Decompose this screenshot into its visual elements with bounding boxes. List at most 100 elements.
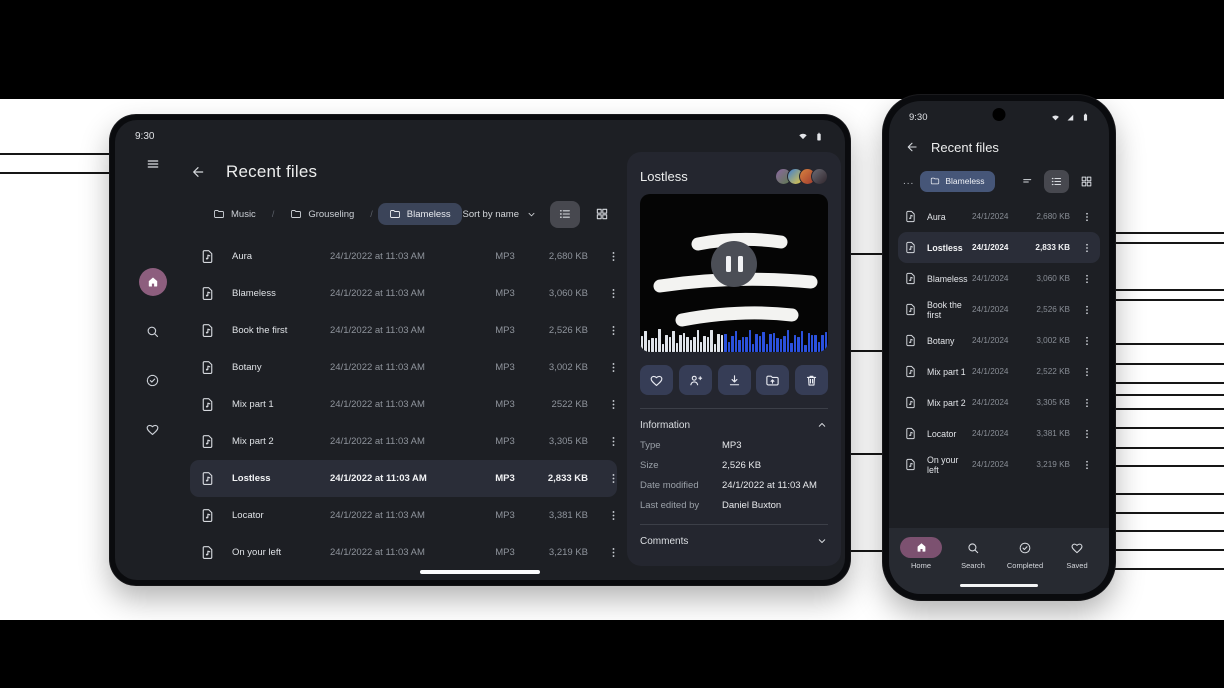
nav-home[interactable]: Home — [897, 537, 945, 570]
nav-saved[interactable]: Saved — [1053, 537, 1101, 570]
sort-button[interactable]: Sort by name — [463, 209, 538, 220]
audio-file-icon — [200, 508, 232, 523]
comments-section-toggle[interactable]: Comments — [640, 535, 828, 547]
waveform-bar — [699, 342, 703, 352]
file-row[interactable]: Botany 24/1/2022 at 11:03 AM MP3 3,002 K… — [190, 349, 617, 386]
file-type: MP3 — [495, 362, 515, 373]
file-size: 3,002 KB — [548, 362, 588, 373]
breadcrumb-overflow-button[interactable]: ... — [903, 175, 915, 187]
list-view-button[interactable] — [550, 200, 580, 228]
file-menu-button[interactable] — [1080, 273, 1094, 285]
file-menu-button[interactable] — [602, 357, 624, 379]
file-modified-date: 24/1/2022 at 11:03 AM — [330, 547, 425, 558]
file-menu-button[interactable] — [602, 246, 624, 268]
grid-view-button[interactable] — [587, 201, 617, 228]
file-row[interactable]: On your left 24/1/2022 at 11:03 AM MP3 3… — [190, 534, 617, 571]
home-indicator[interactable] — [420, 570, 540, 574]
file-row[interactable]: Aura 24/1/2022 at 11:03 AM MP3 2,680 KB — [190, 238, 617, 275]
home-indicator[interactable] — [960, 583, 1038, 587]
file-row[interactable]: Lostless 24/1/2022 at 11:03 AM MP3 2,833… — [190, 460, 617, 497]
file-menu-button[interactable] — [1080, 428, 1094, 440]
breadcrumb-chip-grouseling[interactable]: Grouseling — [279, 203, 365, 225]
delete-button[interactable] — [795, 365, 828, 395]
waveform-bar — [654, 338, 658, 352]
file-row[interactable]: On your left 24/1/2024 3,219 KB — [898, 449, 1100, 480]
file-row[interactable]: Locator 24/1/2022 at 11:03 AM MP3 3,381 … — [190, 497, 617, 534]
file-modified-date: 24/1/2024 — [972, 274, 1009, 283]
breadcrumb-chip-blameless[interactable]: Blameless — [377, 203, 462, 225]
nav-search[interactable]: Search — [949, 537, 997, 570]
file-row[interactable]: Mix part 1 24/1/2024 2,522 KB — [898, 356, 1100, 387]
file-menu-button[interactable] — [602, 394, 624, 416]
file-menu-button[interactable] — [1080, 335, 1094, 347]
waveform-bar — [727, 342, 731, 352]
waveform[interactable] — [640, 326, 828, 352]
file-modified-date: 24/1/2024 — [972, 367, 1009, 376]
rail-saved-button[interactable] — [139, 415, 167, 443]
file-row[interactable]: Mix part 1 24/1/2022 at 11:03 AM MP3 252… — [190, 386, 617, 423]
decorative-line — [1112, 447, 1224, 449]
file-menu-button[interactable] — [602, 283, 624, 305]
file-menu-button[interactable] — [602, 320, 624, 342]
menu-icon[interactable] — [145, 156, 161, 172]
file-row[interactable]: Botany 24/1/2024 3,002 KB — [898, 325, 1100, 356]
decorative-line — [1112, 363, 1224, 365]
back-icon[interactable] — [190, 164, 206, 180]
back-icon[interactable] — [905, 140, 919, 154]
list-view-button[interactable] — [1044, 169, 1069, 193]
file-menu-button[interactable] — [602, 542, 624, 564]
breadcrumb-label: Music — [231, 208, 256, 220]
audio-file-icon — [904, 241, 927, 254]
rail-search-button[interactable] — [139, 317, 167, 345]
folder-icon — [290, 208, 302, 220]
waveform-bar — [807, 333, 810, 352]
rail-completed-button[interactable] — [139, 366, 167, 394]
completed-icon — [1019, 542, 1031, 553]
decorative-line — [851, 350, 882, 352]
breadcrumb-chip-music[interactable]: Music — [202, 203, 267, 225]
file-row[interactable]: Mix part 2 24/1/2024 3,305 KB — [898, 387, 1100, 418]
folder-move-icon — [766, 375, 779, 385]
waveform-bar — [824, 332, 828, 352]
file-row[interactable]: Blameless 24/1/2024 3,060 KB — [898, 263, 1100, 294]
grid-view-button[interactable] — [1075, 170, 1097, 192]
file-menu-button[interactable] — [1080, 459, 1094, 471]
file-menu-button[interactable] — [1080, 304, 1094, 316]
sort-button[interactable] — [1016, 170, 1038, 192]
breadcrumb-chip[interactable]: Blameless — [920, 170, 995, 192]
file-row[interactable]: Aura 24/1/2024 2,680 KB — [898, 201, 1100, 232]
file-row[interactable]: Mix part 2 24/1/2022 at 11:03 AM MP3 3,3… — [190, 423, 617, 460]
audio-file-icon — [200, 397, 232, 412]
file-menu-button[interactable] — [1080, 397, 1094, 409]
information-section-toggle[interactable]: Information — [640, 419, 828, 431]
file-row[interactable]: Locator 24/1/2024 3,381 KB — [898, 418, 1100, 449]
file-menu-button[interactable] — [1080, 242, 1094, 254]
share-button[interactable] — [678, 365, 712, 395]
file-menu-button[interactable] — [602, 431, 624, 453]
waveform-bar — [665, 335, 668, 352]
file-row[interactable]: Book the first 24/1/2022 at 11:03 AM MP3… — [190, 312, 617, 349]
file-row[interactable]: Book the first 24/1/2024 2,526 KB — [898, 294, 1100, 325]
nav-completed[interactable]: Completed — [1001, 537, 1049, 570]
file-modified-date: 24/1/2022 at 11:03 AM — [330, 473, 427, 484]
file-menu-button[interactable] — [1080, 366, 1094, 378]
camera-punch-hole — [992, 108, 1006, 121]
favorite-button[interactable] — [640, 365, 673, 395]
file-modified-date: 24/1/2022 at 11:03 AM — [330, 436, 425, 447]
wifi-icon — [797, 130, 809, 142]
info-row: Date modified 24/1/2022 at 11:03 AM — [640, 480, 828, 491]
waveform-bar — [686, 337, 689, 352]
rail-home-button[interactable] — [138, 268, 167, 296]
file-row[interactable]: Blameless 24/1/2022 at 11:03 AM MP3 3,06… — [190, 275, 617, 312]
download-button[interactable] — [717, 365, 751, 395]
decorative-line — [1112, 343, 1224, 345]
file-menu-button[interactable] — [1080, 211, 1094, 223]
info-row: Last edited by Daniel Buxton — [640, 500, 828, 511]
move-to-folder-button[interactable] — [756, 365, 790, 395]
file-menu-button[interactable] — [602, 468, 624, 490]
file-name: Blameless — [927, 273, 968, 284]
file-row[interactable]: Lostless 24/1/2024 2,833 KB — [898, 232, 1100, 263]
waveform-bar — [668, 337, 672, 352]
pause-button[interactable] — [711, 240, 757, 287]
file-menu-button[interactable] — [602, 505, 624, 527]
